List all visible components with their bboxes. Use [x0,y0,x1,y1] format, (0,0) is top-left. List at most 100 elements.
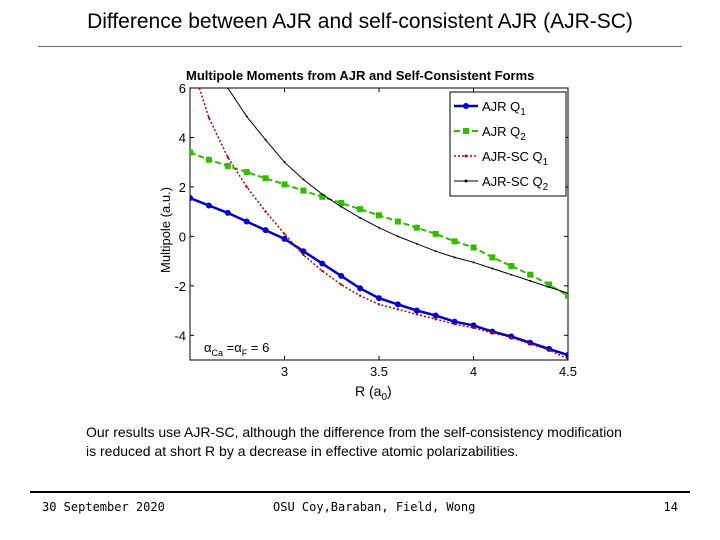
y-tick-label: 4 [179,130,186,145]
data-point [396,308,400,311]
data-point [190,195,193,202]
y-tick-label: 6 [179,81,186,96]
legend-label: AJR-SC Q2 [482,174,549,193]
data-point [508,263,515,270]
data-point [262,175,269,182]
data-point [378,226,380,229]
data-point [529,279,532,282]
data-point [319,260,326,267]
y-tick-label: 0 [179,229,186,244]
data-point [245,115,248,118]
data-point [264,210,267,213]
y-axis-label: Multipole (a.u.) [158,187,173,273]
data-point [510,336,513,339]
data-point [283,232,286,236]
data-point [358,294,362,297]
x-tick-label: 3 [281,364,288,379]
footer-page-number: 14 [663,500,678,514]
data-point [567,292,568,295]
data-point [245,185,248,189]
data-point [453,256,456,259]
legend-label: AJR Q2 [482,124,526,143]
data-point [453,322,456,326]
data-point [489,254,496,261]
legend-box [449,91,567,197]
chart-legend: AJR Q1 AJR Q2 AJR-SC Q1 AJR-SC Q2 [449,91,567,197]
data-point [548,286,551,289]
legend-label: AJR Q1 [482,99,526,118]
data-point [394,301,401,308]
series-ajr-q1 [190,195,568,359]
data-point [472,261,475,264]
data-point [205,202,212,209]
chart-title: Multipole Moments from AJR and Self-Cons… [186,68,534,83]
data-point [396,235,399,238]
data-point [359,216,362,219]
data-point [207,116,211,119]
data-point [413,224,420,231]
data-point [302,178,305,181]
multipole-chart: Multipole Moments from AJR and Self-Cons… [158,68,577,403]
footer-divider [30,491,690,493]
title-divider [38,46,682,47]
data-point [319,193,326,200]
series-ajr-q2 [190,149,568,299]
legend-swatch-marker [463,103,469,109]
data-point [470,244,477,251]
data-point [262,227,269,234]
legend-swatch-marker [463,128,469,134]
data-point [491,331,494,334]
legend-label: AJR-SC Q1 [482,149,549,168]
data-point [226,156,229,159]
data-point [565,352,568,359]
data-point [340,205,343,208]
footer-credit: OSU Coy,Baraban, Field, Wong [273,500,476,514]
data-point [547,348,551,352]
x-axis-label-prefix: R (a0) [355,383,392,403]
data-point [491,267,494,270]
data-point [565,292,568,299]
data-point [338,199,345,206]
data-point [243,218,250,225]
data-point [302,253,305,257]
data-point [415,242,418,245]
y-tick-label: 2 [179,180,186,195]
data-point [190,149,193,156]
data-point [546,281,553,288]
data-point [451,318,458,325]
x-tick-label: 4 [470,364,477,379]
data-point [527,271,534,278]
series-layer [190,88,568,360]
data-point [281,235,288,242]
data-point [376,212,382,219]
legend-swatch-marker [464,154,468,158]
data-point [243,169,250,176]
data-point [283,161,286,164]
data-point [432,230,439,237]
data-point [432,312,439,319]
data-point [529,342,532,346]
body-text: Our results use AJR-SC, although the dif… [86,424,622,459]
data-point [510,273,513,276]
data-point [413,307,420,314]
data-point [281,181,288,188]
data-point [377,303,381,306]
y-tick-label: -2 [174,279,186,294]
legend-swatch-marker [464,179,468,183]
x-tick-label: 3.5 [370,364,388,379]
data-point [340,283,343,286]
data-point [415,313,418,316]
slide-title: Difference between AJR and self-consiste… [87,10,633,33]
data-point [338,272,345,279]
x-tick-label: 4.5 [559,364,577,379]
data-point [198,88,201,90]
data-point [357,206,364,213]
data-point [394,218,401,225]
data-point [434,318,437,321]
series-ajr-sc-q1 [198,88,568,360]
series-ajr-sc-q2 [226,88,568,295]
data-point [300,187,307,194]
data-point [321,193,324,196]
data-point [224,209,231,216]
data-point [205,156,212,163]
